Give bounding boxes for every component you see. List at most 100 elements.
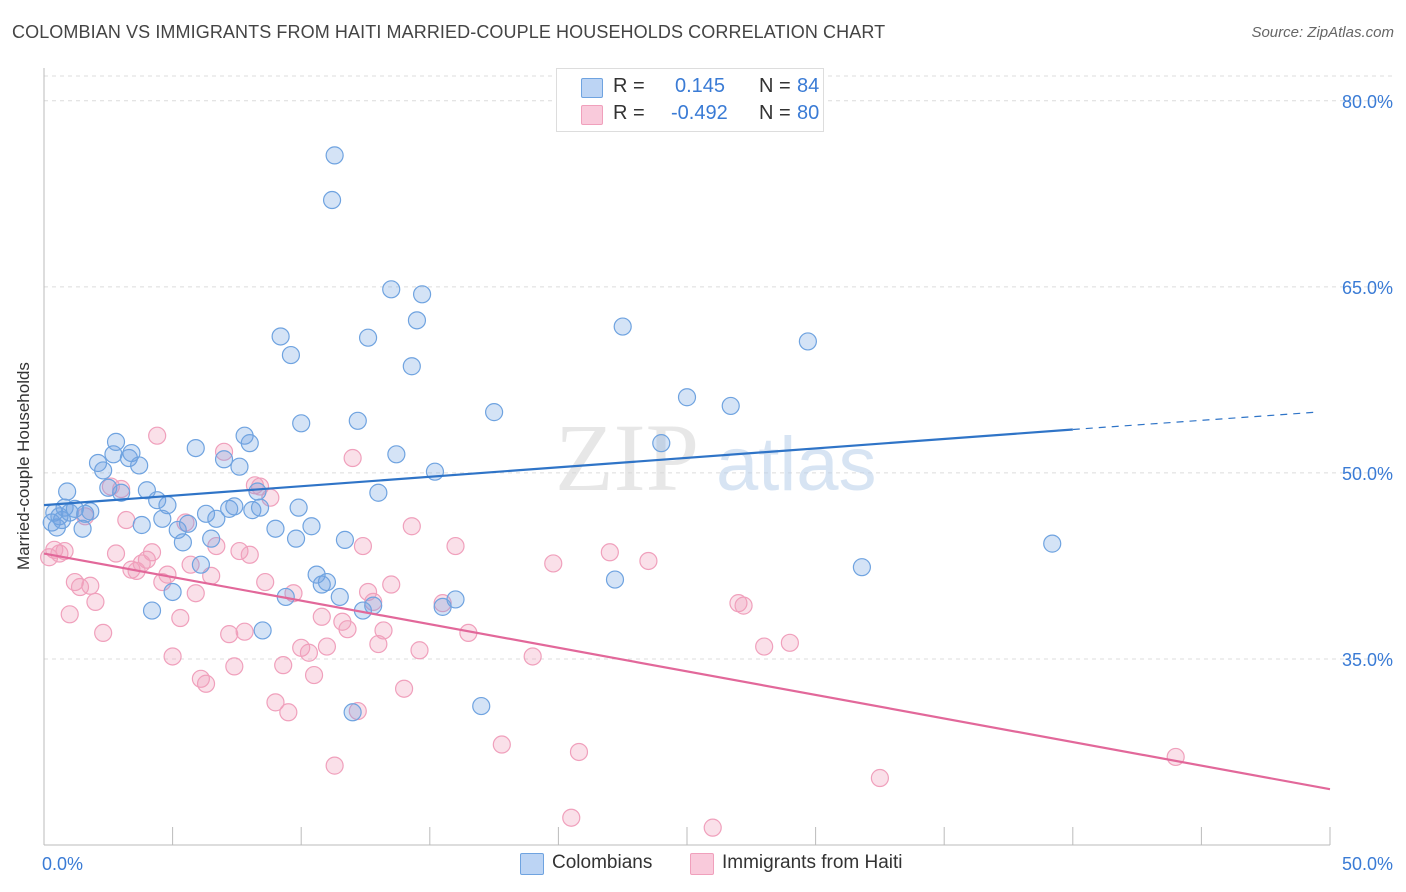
- haiti-point: [402, 517, 421, 536]
- haiti-trend-line: [43, 552, 1331, 791]
- colombian-point: [196, 504, 216, 523]
- legend-r-value: 0.145: [675, 75, 726, 97]
- colombian-point: [407, 311, 427, 330]
- colombian-point: [132, 515, 151, 535]
- colombian-point: [178, 514, 198, 533]
- colombian-point: [1043, 534, 1062, 553]
- haiti-point: [317, 637, 337, 656]
- colombian-point: [343, 703, 362, 722]
- legend-n-label: N =: [759, 102, 791, 124]
- legend-r-label: R =: [613, 102, 645, 124]
- colombian-point: [402, 357, 421, 376]
- haiti-point: [81, 576, 100, 595]
- watermark-atlas: atlas: [716, 422, 877, 507]
- colombian-point: [163, 582, 182, 602]
- colombian-point: [253, 621, 272, 640]
- colombian-point: [130, 456, 149, 475]
- colombian-point: [302, 517, 321, 536]
- colombian-point: [142, 601, 162, 620]
- axes: [43, 68, 1331, 846]
- colombian-point: [289, 498, 308, 517]
- haiti-point: [240, 545, 259, 564]
- haiti-point: [343, 448, 362, 468]
- haiti-point: [523, 647, 542, 666]
- colombian-point: [852, 558, 871, 577]
- colombian-point: [322, 190, 342, 210]
- colombian-point: [325, 146, 344, 165]
- y-tick-label: 50.0%: [1342, 464, 1393, 484]
- haiti-point: [734, 596, 753, 615]
- trend-lines: [43, 411, 1331, 791]
- haiti-point: [353, 536, 373, 556]
- colombian-point: [112, 483, 131, 502]
- haiti-point: [163, 647, 182, 666]
- haiti-point: [755, 637, 774, 656]
- x-tick-label: 0.0%: [42, 854, 83, 874]
- y-tick-label: 65.0%: [1342, 278, 1393, 298]
- haiti-point: [394, 679, 414, 698]
- haiti-point: [369, 634, 388, 654]
- colombian-point: [94, 461, 113, 480]
- haiti-point: [106, 544, 126, 563]
- colombian-point: [369, 483, 388, 502]
- colombian-point: [721, 396, 740, 416]
- haiti-point: [312, 607, 331, 626]
- colombian-point: [358, 328, 378, 347]
- legend-n-value: 80: [797, 102, 820, 124]
- haiti-point: [274, 656, 293, 675]
- chart-source: Source: ZipAtlas.com: [1251, 24, 1394, 41]
- colombian-point: [307, 565, 326, 584]
- haiti-point: [562, 808, 581, 827]
- gridlines: [44, 75, 1392, 660]
- colombian-point: [472, 696, 491, 716]
- colombian-point: [230, 457, 249, 476]
- colombian-point: [58, 482, 77, 501]
- colombian-point: [65, 499, 84, 518]
- colombian-point: [335, 530, 355, 549]
- legend-n-value: 84: [797, 75, 820, 97]
- colombian-point: [207, 509, 226, 528]
- colombian-point: [250, 498, 270, 517]
- legend-r-value: -0.492: [671, 102, 728, 124]
- haiti-point: [220, 625, 239, 644]
- y-axis-label: Married-couple Households: [14, 362, 33, 570]
- colombian-point: [286, 529, 306, 548]
- haiti-point: [142, 543, 162, 562]
- haiti-point: [250, 477, 270, 496]
- colombian-point: [652, 434, 671, 453]
- colombian-point: [191, 555, 210, 574]
- bottom-legend-swatch-haiti: [690, 853, 714, 875]
- colombian-point: [119, 448, 138, 468]
- colombian-point: [798, 332, 817, 351]
- colombian-point: [382, 280, 401, 299]
- haiti-point: [256, 572, 275, 592]
- watermark-zip: ZIP: [555, 404, 699, 511]
- colombian-point: [485, 403, 504, 422]
- haiti-point: [235, 622, 254, 641]
- haiti-point: [191, 669, 210, 688]
- colombian-point: [292, 414, 311, 433]
- colombian-point: [446, 590, 465, 609]
- haiti-point: [266, 693, 285, 712]
- colombian-point: [613, 317, 632, 336]
- haiti-point: [446, 536, 465, 556]
- haiti-point: [569, 742, 589, 762]
- haiti-point: [600, 543, 619, 562]
- legend-swatch-haiti: [581, 105, 603, 125]
- haiti-point: [214, 442, 234, 461]
- colombian-point: [271, 327, 290, 346]
- y-tick-label: 35.0%: [1342, 650, 1393, 670]
- colombian-trend-line: [43, 428, 1073, 507]
- colombian-trend-extension: [1072, 411, 1318, 431]
- haiti-point: [148, 426, 167, 445]
- colombian-point: [240, 434, 259, 453]
- haiti-point: [870, 768, 890, 788]
- haiti-point: [703, 818, 722, 837]
- colombian-point: [364, 596, 383, 615]
- colombian-point: [605, 570, 625, 589]
- colombian-point: [153, 509, 172, 528]
- colombian-point: [387, 445, 406, 464]
- haiti-point: [304, 665, 324, 685]
- colombian-point: [412, 285, 432, 304]
- colombian-point: [225, 497, 244, 516]
